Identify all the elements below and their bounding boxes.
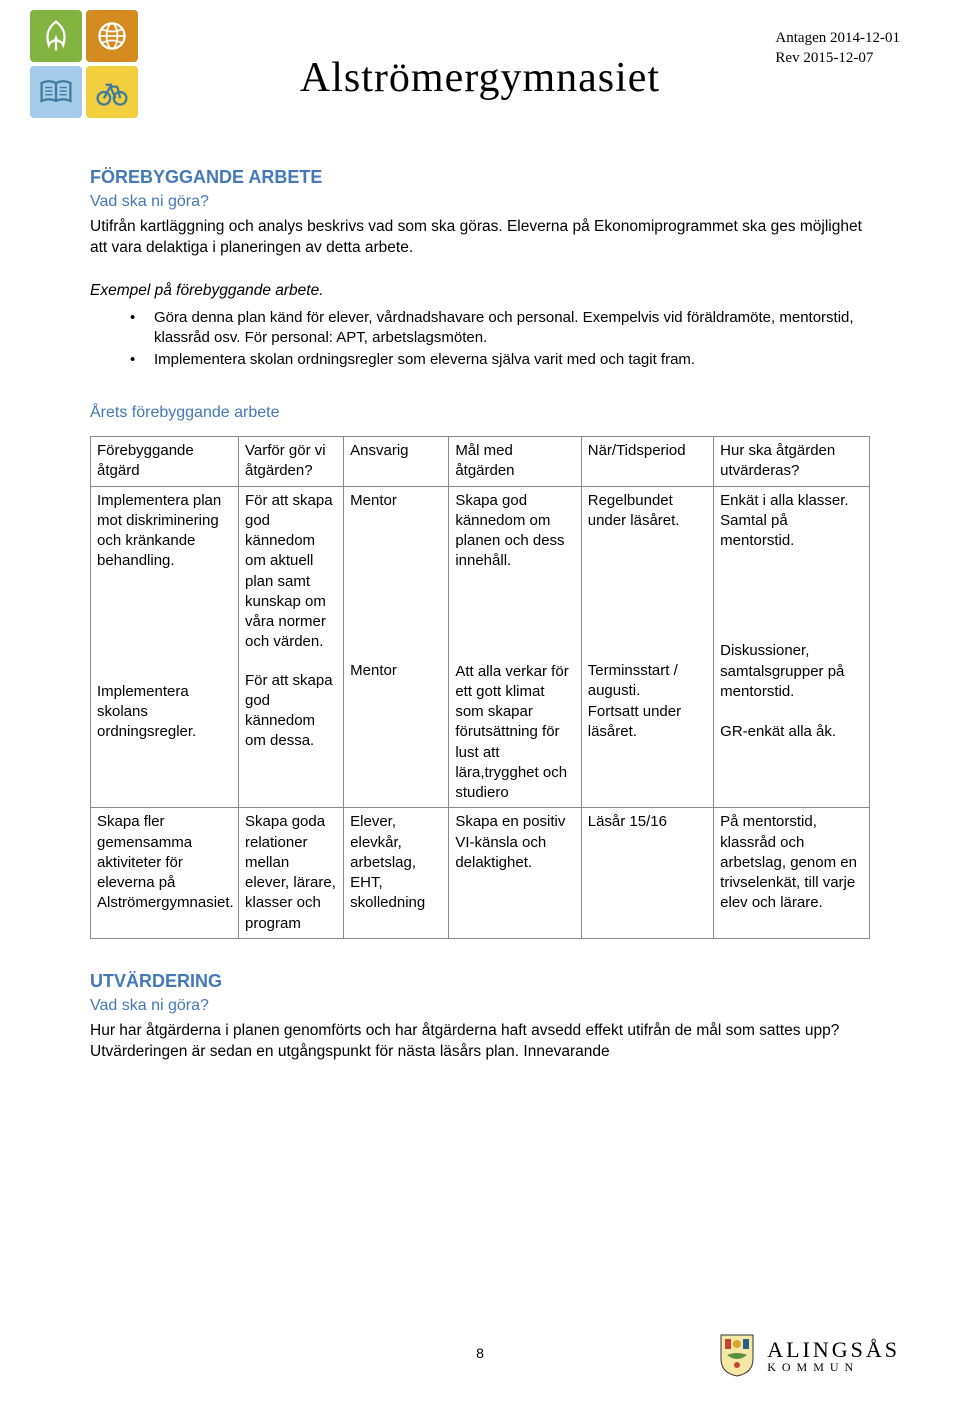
meta-rev-date: 2015-12-07 xyxy=(803,50,873,66)
book-icon xyxy=(30,66,82,118)
header-icon-grid xyxy=(30,10,138,118)
plan-table: Förebyggande åtgärd Varför gör vi åtgärd… xyxy=(90,436,870,939)
bullet-item: Implementera skolan ordningsregler som e… xyxy=(140,350,870,370)
meta-antagen-label: Antagen xyxy=(775,30,826,46)
footer-kommun: KOMMUN xyxy=(767,1361,900,1374)
page-content: FÖREBYGGANDE ARBETE Vad ska ni göra? Uti… xyxy=(0,135,960,1062)
cell: För att skapa god kännedom om aktuell pl… xyxy=(245,491,337,653)
forebyggande-paragraph: Utifrån kartläggning och analys beskrivs… xyxy=(90,217,870,259)
th-ansvarig: Ansvarig xyxy=(344,437,449,487)
crest-icon xyxy=(717,1329,757,1383)
example-bullets: Göra denna plan känd för elever, vårdnad… xyxy=(90,308,870,371)
cell: Terminsstart / augusti. Fortsatt under l… xyxy=(588,661,707,742)
section-forebyggande-title: FÖREBYGGANDE ARBETE xyxy=(90,165,870,189)
cell: Att alla verkar för ett gott klimat som … xyxy=(455,662,574,804)
leaf-icon xyxy=(30,10,82,62)
cell: Enkät i alla klasser. Samtal på mentorst… xyxy=(720,491,863,552)
cell: Implementera plan mot diskriminering och… xyxy=(97,491,232,572)
bike-icon xyxy=(86,66,138,118)
doc-meta: Antagen 2014-12-01 Rev 2015-12-07 xyxy=(775,28,900,69)
cell: Läsår 15/16 xyxy=(581,808,713,939)
page-header: Alströmergymnasiet Antagen 2014-12-01 Re… xyxy=(0,0,960,135)
cell: Mentor xyxy=(350,491,442,511)
cell: Skapa goda relationer mellan elever, lär… xyxy=(239,808,344,939)
th-hur: Hur ska åtgärden utvärderas? xyxy=(714,437,870,487)
table-row: Förebyggande åtgärd Varför gör vi åtgärd… xyxy=(91,437,870,487)
th-nar: När/Tidsperiod xyxy=(581,437,713,487)
arets-title: Årets förebyggande arbete xyxy=(90,402,870,424)
cell: Implementera skolans ordningsregler. xyxy=(97,682,232,743)
th-atgard: Förebyggande åtgärd xyxy=(91,437,239,487)
section-utvardering-title: UTVÄRDERING xyxy=(90,969,870,993)
meta-antagen-date: 2014-12-01 xyxy=(830,30,900,46)
cell: Skapa fler gemensamma aktiviteter för el… xyxy=(91,808,239,939)
section-utvardering-subtitle: Vad ska ni göra? xyxy=(90,995,870,1017)
cell: Elever, elevkår, arbetslag, EHT, skolled… xyxy=(344,808,449,939)
cell: På mentorstid, klassråd och arbetslag, g… xyxy=(714,808,870,939)
cell: Skapa en positiv VI-känsla och delaktigh… xyxy=(449,808,581,939)
th-mal: Mål med åtgärden xyxy=(449,437,581,487)
cell: Regelbundet under läsåret. xyxy=(588,491,707,532)
section-forebyggande-subtitle: Vad ska ni göra? xyxy=(90,191,870,213)
globe-icon xyxy=(86,10,138,62)
th-varfor: Varför gör vi åtgärden? xyxy=(239,437,344,487)
meta-rev-label: Rev xyxy=(775,50,799,66)
footer-logo: ALINGSÅS KOMMUN xyxy=(717,1329,900,1383)
table-row: Skapa fler gemensamma aktiviteter för el… xyxy=(91,808,870,939)
cell: Skapa god kännedom om planen och dess in… xyxy=(455,491,574,572)
cell: För att skapa god kännedom om dessa. xyxy=(245,671,337,752)
brand-title: Alströmergymnasiet xyxy=(200,50,760,107)
footer-city: ALINGSÅS xyxy=(767,1338,900,1361)
cell: Diskussioner, samtalsgrupper på mentorst… xyxy=(720,641,863,742)
example-label: Exempel på förebyggande arbete. xyxy=(90,281,870,302)
utvardering-paragraph: Hur har åtgärderna i planen genomförts o… xyxy=(90,1021,870,1063)
bullet-item: Göra denna plan känd för elever, vårdnad… xyxy=(140,308,870,349)
cell: Mentor xyxy=(350,661,442,681)
